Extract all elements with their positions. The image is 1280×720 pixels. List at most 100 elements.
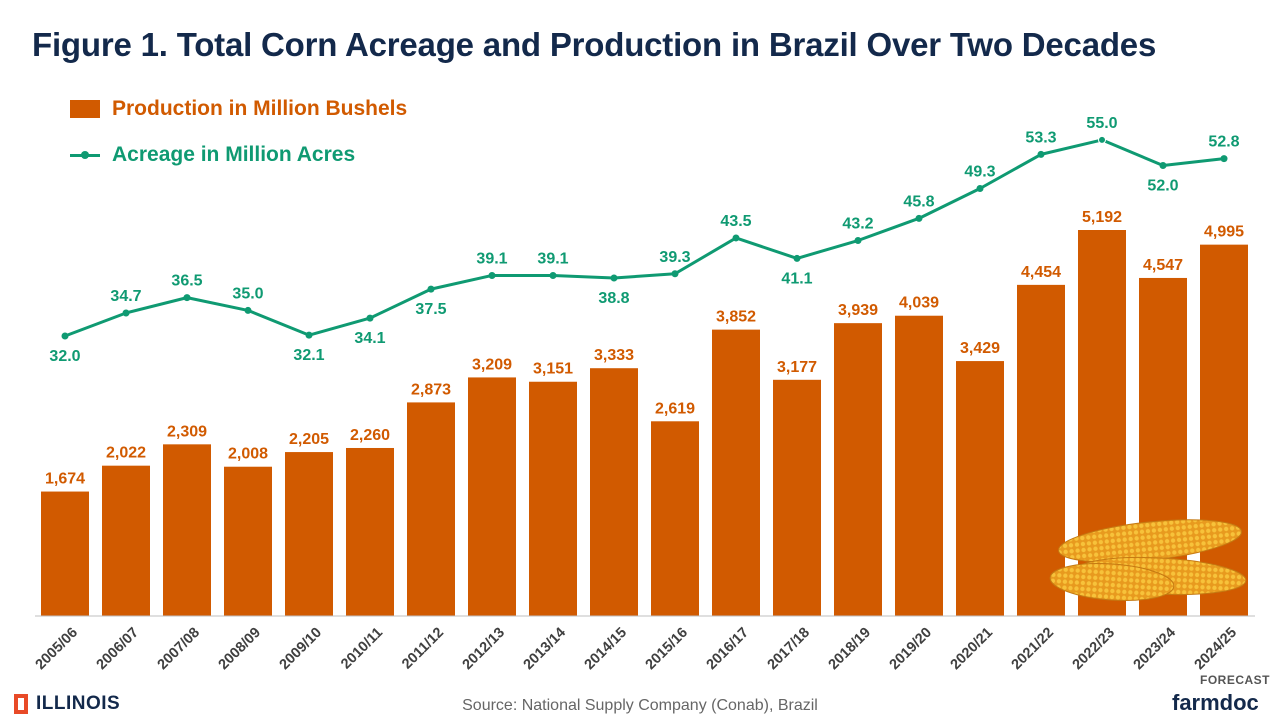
production-data-label: 3,151 [533, 361, 573, 378]
acreage-point [488, 271, 496, 279]
acreage-point [1098, 135, 1106, 144]
acreage-point [1037, 150, 1045, 158]
source-note: Source: National Supply Company (Conab),… [462, 697, 818, 714]
production-bar [1017, 284, 1065, 616]
bar-series: 1,674 2,022 2,309 2,008 2,205 2,260 2,873 3,209… [41, 209, 1248, 616]
farmdoc-logo: farmdoc [1172, 690, 1259, 715]
production-bar [834, 323, 882, 616]
acreage-data-label: 36.5 [171, 273, 202, 290]
production-data-label: 4,454 [1021, 264, 1061, 281]
production-bar [590, 368, 638, 616]
chart-title: Figure 1. Total Corn Acreage and Product… [32, 26, 1157, 63]
production-data-label: 2,008 [228, 446, 268, 463]
production-data-label: 3,852 [716, 309, 756, 326]
production-bar [773, 379, 821, 616]
x-axis-tick-label: 2010/11 [338, 625, 386, 673]
acreage-data-label: 34.1 [354, 330, 385, 347]
production-bar [102, 465, 150, 616]
x-axis-tick-label: 2015/16 [643, 625, 691, 673]
acreage-point [1159, 161, 1167, 169]
x-axis-tick-label: 2009/10 [277, 625, 325, 673]
production-bar [651, 421, 699, 616]
acreage-line [64, 138, 1225, 338]
acreage-point [366, 314, 374, 322]
production-bar [41, 491, 89, 616]
illinois-wordmark: ILLINOIS [36, 693, 121, 714]
legend-label-production: Production in Million Bushels [112, 97, 408, 120]
x-axis-tick-label: 2019/20 [887, 625, 935, 673]
acreage-point [244, 306, 252, 314]
production-data-label: 1,674 [45, 471, 85, 488]
x-axis-tick-label: 2024/25 [1192, 625, 1240, 673]
illinois-logo: ILLINOIS [14, 693, 120, 715]
acreage-point [183, 294, 191, 302]
x-axis-tick-label: 2016/17 [704, 625, 752, 673]
acreage-data-label: 52.0 [1147, 177, 1178, 194]
legend-label-acreage: Acreage in Million Acres [112, 143, 356, 166]
acreage-data-label: 41.1 [781, 270, 812, 287]
illinois-block-i-icon [14, 694, 28, 714]
production-bar [163, 444, 211, 616]
x-axis-tick-label: 2014/15 [582, 625, 630, 673]
acreage-data-label: 49.3 [964, 164, 995, 181]
acreage-point [610, 274, 618, 282]
legend-item-production: Production in Million Bushels [70, 97, 407, 121]
acreage-point [854, 237, 862, 245]
production-bar [468, 377, 516, 616]
x-axis-tick-label: 2011/12 [399, 625, 447, 673]
production-bar [346, 447, 394, 616]
x-axis-tick-label: 2008/09 [216, 625, 264, 673]
acreage-data-label: 45.8 [903, 193, 934, 210]
acreage-data-label: 32.0 [49, 348, 80, 365]
legend-line-swatch [70, 150, 100, 159]
acreage-point [976, 185, 984, 193]
production-data-label: 5,192 [1082, 209, 1122, 226]
x-axis-tick-label: 2005/06 [33, 625, 81, 673]
production-bar [895, 315, 943, 616]
x-axis-tick-label: 2020/21 [948, 625, 996, 673]
production-data-label: 2,205 [289, 431, 329, 448]
production-data-label: 3,429 [960, 340, 1000, 357]
legend-item-acreage: Acreage in Million Acres [70, 143, 355, 167]
x-axis-tick-label: 2012/13 [460, 625, 508, 673]
acreage-data-label: 34.7 [110, 288, 141, 305]
corn-cobs-image [1049, 519, 1247, 601]
acreage-point [61, 332, 69, 340]
legend-bar-swatch [70, 100, 100, 118]
production-data-label: 3,209 [472, 356, 512, 373]
production-data-label: 2,309 [167, 423, 207, 440]
acreage-point [549, 271, 557, 279]
x-axis-labels: 2005/06 2006/07 2007/08 2008/09 2009/10 2010/… [33, 625, 1240, 673]
production-bar [956, 361, 1004, 616]
acreage-data-label: 39.1 [537, 250, 568, 267]
forecast-label: FORECAST [1200, 673, 1270, 687]
acreage-data-label: 32.1 [293, 347, 324, 364]
x-axis-tick-label: 2018/19 [826, 625, 874, 673]
x-axis-tick-label: 2022/23 [1070, 625, 1118, 673]
production-data-label: 2,619 [655, 400, 695, 417]
acreage-data-label: 39.3 [659, 249, 690, 266]
acreage-point [122, 309, 130, 317]
production-data-label: 3,939 [838, 302, 878, 319]
production-data-label: 3,177 [777, 359, 817, 376]
production-bar [712, 329, 760, 616]
production-bar [529, 381, 577, 616]
production-data-label: 2,260 [350, 427, 390, 444]
production-data-label: 2,873 [411, 381, 451, 398]
acreage-data-label: 39.1 [476, 250, 507, 267]
acreage-data-label: 43.2 [842, 216, 873, 233]
acreage-point [305, 331, 313, 339]
production-data-label: 4,039 [899, 295, 939, 312]
acreage-data-label: 38.8 [598, 290, 629, 307]
acreage-point [1220, 155, 1228, 163]
production-bar [224, 466, 272, 616]
acreage-point [793, 254, 801, 262]
x-axis-tick-label: 2007/08 [155, 625, 203, 673]
acreage-point [732, 234, 740, 242]
x-axis-tick-label: 2017/18 [765, 625, 813, 673]
acreage-point [671, 270, 679, 278]
acreage-point [915, 214, 923, 222]
acreage-data-label: 37.5 [415, 301, 446, 318]
acreage-data-label: 35.0 [232, 285, 263, 302]
